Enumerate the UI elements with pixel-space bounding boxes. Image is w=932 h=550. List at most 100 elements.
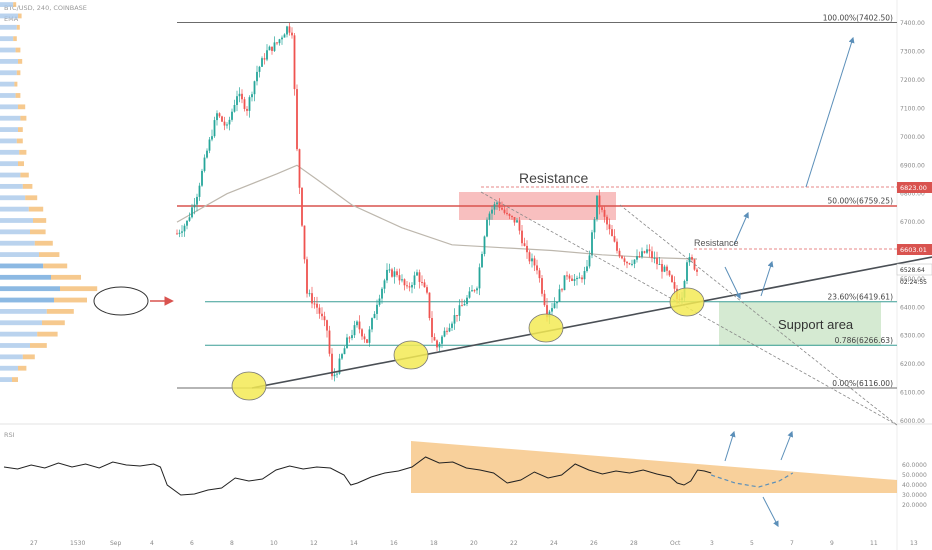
volume-bar-secondary [34,240,53,246]
candle-body [541,278,543,294]
candle-body [268,46,271,51]
rsi-tick-label: 20.0000 [902,502,927,509]
candle-body [316,303,318,308]
candle-body [641,251,643,257]
candle-body [551,308,553,312]
candle-body [663,266,666,272]
candle-body [526,245,528,253]
candle-body [628,263,631,265]
volume-bar-secondary [39,252,60,257]
candle-body [326,320,328,331]
candle-body [428,292,431,319]
volume-bar [0,240,35,246]
volume-bar [0,343,30,348]
volume-bar-secondary [42,320,65,326]
volume-bar-secondary [33,218,47,223]
touch-circle-2 [393,340,429,370]
price-tag-middle-bg [897,244,932,255]
candle-body [371,318,373,330]
x-tick-label: 14 [350,540,358,547]
candle-body [401,279,403,281]
candle-body [368,329,371,343]
candle-body [356,321,358,326]
candle-body [631,263,633,265]
volume-bar [0,297,54,303]
candle-body [508,214,511,216]
candle-body [453,315,456,324]
volume-bar-secondary [16,138,23,144]
candle-body [673,282,676,289]
candle-body [328,330,331,354]
candle-body [561,289,563,291]
candle-body [351,335,353,339]
candle-body [336,373,338,375]
candle-body [421,281,423,283]
candle-body [451,323,453,328]
candle-body [448,327,451,332]
volume-bar [0,286,60,292]
volume-bar-secondary [19,149,27,155]
candle-body [236,96,238,106]
volume-bar [0,218,33,223]
candle-body [481,253,483,268]
candle-body [266,50,268,60]
candle-body [243,99,246,109]
projection-arrow-small-up [733,211,749,246]
candle-body [223,121,226,126]
candle-body [666,266,668,271]
volume-bar-secondary [20,172,29,178]
candle-body [358,321,361,330]
candle-body [621,256,623,259]
volume-bar-secondary [54,297,87,303]
candle-body [633,259,636,264]
candle-body [298,149,301,188]
candle-body [558,289,561,302]
volume-bar-secondary [18,127,23,132]
volume-bar-secondary [16,24,20,30]
touch-circle-3 [528,313,564,343]
candle-body [696,269,698,272]
candle-body [198,185,201,197]
candle-body [423,282,426,288]
candle-body [338,358,341,374]
candle-body [333,374,336,377]
x-tick-label: 28 [630,540,638,547]
y-tick-label: 7300.00 [900,49,925,56]
y-tick-label: 6500.00 [900,276,925,283]
candle-body [596,195,598,220]
projection-arrow-up-2 [760,260,774,297]
candle-body [188,217,191,221]
y-tick-label: 6300.00 [900,333,925,340]
x-axis-ticks: 27 1530 Sep 4 6 8 10 12 14 16 18 20 22 24 26 28 Oct 3 5 7 9 1… [30,540,918,547]
candle-body [566,275,568,277]
candle-body [583,271,586,280]
candle-body [396,271,398,276]
resistance-small-label: Resistance [694,238,739,248]
volume-bar-secondary [37,331,58,337]
volume-bar [0,172,21,178]
candle-body [283,34,286,38]
y-tick-label: 6900.00 [900,162,925,169]
candle-body [393,271,396,277]
candle-body [286,26,288,35]
candle-body [373,313,376,319]
candle-body [476,288,478,291]
candle-body [613,236,616,242]
volume-bar [0,274,51,280]
candle-body [248,97,251,111]
candle-body [213,120,216,137]
volume-bar-secondary [25,195,38,201]
candle-body [516,220,518,223]
candle-body [413,275,416,285]
candle-body [263,58,266,60]
candle-body [691,257,693,260]
x-tick-label: 12 [310,540,318,547]
volume-bar-secondary [16,70,21,76]
rsi-header-label: RSI [4,431,15,439]
candle-body [571,278,573,281]
fib-level-label: 0.00%(6116.00) [832,379,893,388]
candle-body [381,288,383,299]
volume-bar-secondary [13,2,17,7]
candle-body [501,207,503,210]
